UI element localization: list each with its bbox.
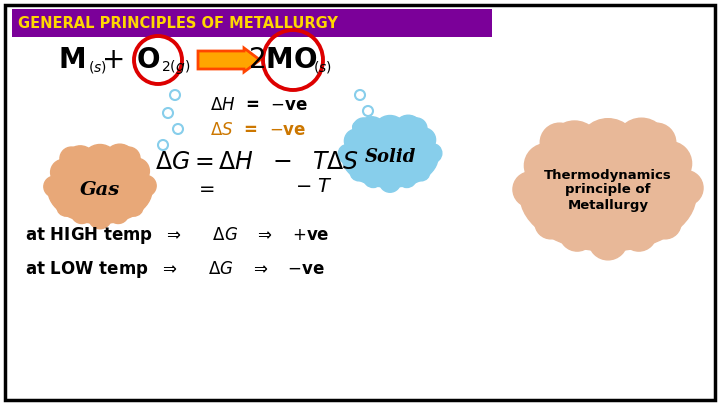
- Circle shape: [513, 172, 548, 207]
- Text: at LOW temp  $\Rightarrow$     $\Delta G$   $\Rightarrow$   $-$ve: at LOW temp $\Rightarrow$ $\Delta G$ $\R…: [25, 260, 325, 281]
- Text: Gas: Gas: [80, 181, 120, 199]
- Circle shape: [649, 207, 681, 239]
- Circle shape: [535, 207, 567, 239]
- Circle shape: [350, 164, 367, 181]
- Circle shape: [135, 175, 156, 196]
- Circle shape: [44, 176, 65, 197]
- Text: $\Delta G = \Delta H\ \ -\ \ T\Delta S$: $\Delta G = \Delta H\ \ -\ \ T\Delta S$: [155, 150, 359, 174]
- Text: $\mathregular{O}$: $\mathregular{O}$: [136, 46, 160, 74]
- FancyArrow shape: [198, 48, 260, 72]
- Circle shape: [353, 118, 374, 139]
- FancyBboxPatch shape: [5, 5, 715, 400]
- Text: $\mathregular{M}$: $\mathregular{M}$: [58, 46, 86, 74]
- Circle shape: [647, 141, 692, 185]
- Circle shape: [413, 164, 430, 181]
- Text: $2(g)$: $2(g)$: [161, 58, 190, 76]
- FancyBboxPatch shape: [12, 9, 492, 37]
- Text: $-\ T$: $-\ T$: [295, 177, 333, 196]
- Circle shape: [637, 123, 676, 162]
- Circle shape: [82, 145, 118, 181]
- Text: $(s)$: $(s)$: [88, 59, 107, 75]
- Text: $=$: $=$: [195, 177, 215, 196]
- Text: Solid: Solid: [364, 148, 415, 166]
- Text: GENERAL PRINCIPLES OF METALLURGY: GENERAL PRINCIPLES OF METALLURGY: [18, 15, 338, 30]
- Circle shape: [540, 123, 579, 162]
- Text: $(s)$: $(s)$: [313, 59, 332, 75]
- Circle shape: [344, 129, 369, 153]
- Circle shape: [338, 144, 357, 164]
- Circle shape: [123, 158, 150, 184]
- Circle shape: [615, 118, 668, 171]
- Circle shape: [621, 216, 657, 251]
- Circle shape: [50, 159, 76, 185]
- Circle shape: [65, 146, 96, 177]
- Circle shape: [394, 115, 423, 144]
- Circle shape: [117, 147, 140, 170]
- Circle shape: [108, 202, 129, 224]
- Circle shape: [589, 221, 627, 260]
- Circle shape: [668, 171, 703, 206]
- Circle shape: [406, 118, 427, 139]
- Text: $\Delta S$  =  $-$ve: $\Delta S$ = $-$ve: [210, 121, 306, 139]
- Ellipse shape: [48, 156, 152, 224]
- Circle shape: [577, 119, 639, 180]
- Circle shape: [60, 147, 83, 170]
- Circle shape: [373, 115, 407, 149]
- Circle shape: [397, 168, 416, 188]
- Circle shape: [524, 144, 568, 188]
- Circle shape: [364, 168, 383, 188]
- Circle shape: [357, 117, 386, 145]
- Circle shape: [423, 144, 442, 163]
- Text: at HIGH temp  $\Rightarrow$     $\Delta G$   $\Rightarrow$   $+$ve: at HIGH temp $\Rightarrow$ $\Delta G$ $\…: [25, 224, 330, 245]
- Ellipse shape: [342, 127, 438, 188]
- Circle shape: [379, 171, 400, 192]
- Text: $2\mathregular{MO}$: $2\mathregular{MO}$: [248, 46, 318, 74]
- Text: $\Delta H$  =  $-$ve: $\Delta H$ = $-$ve: [210, 96, 308, 114]
- Circle shape: [412, 128, 436, 152]
- Circle shape: [548, 121, 601, 174]
- Text: Thermodynamics
principle of
Metallurgy: Thermodynamics principle of Metallurgy: [544, 168, 672, 211]
- Circle shape: [104, 144, 135, 175]
- Text: $+$: $+$: [101, 46, 123, 74]
- Circle shape: [125, 198, 143, 216]
- Circle shape: [89, 206, 112, 229]
- Circle shape: [559, 216, 595, 251]
- Circle shape: [57, 198, 76, 216]
- Ellipse shape: [520, 139, 696, 251]
- Circle shape: [71, 202, 92, 224]
